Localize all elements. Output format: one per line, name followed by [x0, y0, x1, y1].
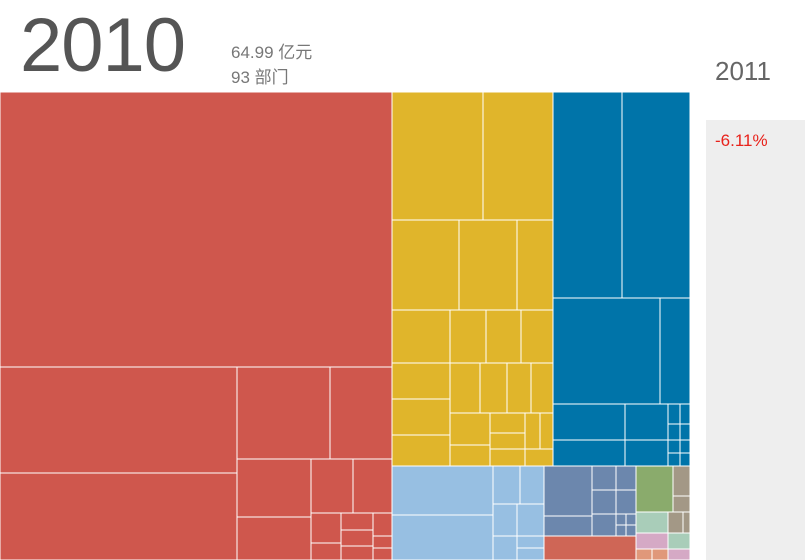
treemap-tile-red-7[interactable]: [352, 458, 393, 514]
treemap-tile-slate-70[interactable]: [591, 489, 617, 515]
treemap-tile-red-0[interactable]: [0, 92, 393, 368]
treemap-tile-blue-50[interactable]: [624, 439, 669, 467]
treemap: [0, 92, 690, 560]
treemap-tile-lightblue-59[interactable]: [519, 465, 545, 505]
treemap-tile-yellow-39[interactable]: [489, 448, 526, 467]
treemap-tile-lightblue-61[interactable]: [492, 503, 518, 537]
treemap-tile-lightblue-62[interactable]: [516, 503, 545, 537]
treemap-tile-yellow-24[interactable]: [485, 309, 522, 364]
treemap-tile-lightblue-65[interactable]: [516, 547, 545, 560]
treemap-tile-blue-43[interactable]: [552, 297, 661, 405]
treemap-tile-slate-72[interactable]: [591, 513, 617, 537]
treemap-tile-blue-41[interactable]: [552, 92, 623, 299]
treemap-tile-yellow-38[interactable]: [489, 432, 526, 450]
treemap-tile-red-13[interactable]: [340, 529, 374, 547]
treemap-tile-blue-54[interactable]: [679, 439, 690, 454]
treemap-tile-lightblue-57[interactable]: [391, 465, 494, 516]
next-year-panel[interactable]: [706, 120, 805, 560]
treemap-tile-red-16[interactable]: [372, 547, 393, 560]
treemap-tile-green-78[interactable]: [635, 465, 674, 513]
treemap-tile-blue-46[interactable]: [624, 403, 669, 441]
treemap-tile-yellow-34[interactable]: [489, 412, 526, 434]
treemap-tile-yellow-20[interactable]: [458, 219, 518, 311]
treemap-tile-red-10[interactable]: [340, 512, 374, 531]
treemap-tile-taupe-84[interactable]: [667, 511, 684, 534]
treemap-tile-red-2[interactable]: [236, 366, 331, 460]
treemap-tile-lightblue-58[interactable]: [492, 465, 521, 505]
treemap-tile-yellow-36[interactable]: [539, 412, 554, 450]
treemap-tile-yellow-37[interactable]: [449, 444, 491, 467]
treemap-tile-blue-47[interactable]: [667, 403, 681, 425]
treemap-tile-blue-49[interactable]: [552, 439, 626, 467]
treemap-tile-mint-86[interactable]: [667, 532, 690, 550]
treemap-tile-yellow-18[interactable]: [482, 92, 554, 221]
treemap-tile-yellow-22[interactable]: [391, 309, 451, 364]
treemap-tile-blue-48[interactable]: [679, 403, 690, 425]
treemap-tile-blue-44[interactable]: [659, 297, 690, 405]
next-year-button[interactable]: 2011: [715, 56, 771, 86]
treemap-tile-salmon-77[interactable]: [543, 535, 637, 560]
treemap-tile-red-1[interactable]: [0, 366, 238, 474]
treemap-tile-yellow-33[interactable]: [449, 412, 491, 446]
treemap-tile-yellow-30[interactable]: [530, 362, 554, 414]
treemap-tile-yellow-25[interactable]: [520, 309, 554, 364]
treemap-tile-yellow-28[interactable]: [479, 362, 508, 414]
treemap-tile-taupe-83[interactable]: [672, 465, 690, 497]
treemap-tile-taupe-85[interactable]: [682, 511, 690, 534]
treemap-tile-slate-67[interactable]: [591, 465, 617, 491]
treemap-tile-red-5[interactable]: [236, 458, 312, 518]
treemap-tile-red-9[interactable]: [310, 512, 342, 544]
treemap-tile-slate-68[interactable]: [615, 465, 637, 491]
treemap-tile-yellow-17[interactable]: [391, 92, 484, 221]
change-percent: -6.11%: [715, 131, 768, 150]
treemap-tile-slate-75[interactable]: [615, 524, 627, 537]
treemap-tile-yellow-23[interactable]: [449, 309, 487, 364]
treemap-tile-red-4[interactable]: [0, 472, 238, 560]
treemap-tile-red-11[interactable]: [372, 512, 393, 537]
current-year: 2010: [20, 3, 186, 88]
treemap-tile-pink-87[interactable]: [667, 548, 690, 560]
treemap-tile-peach-81[interactable]: [635, 548, 653, 560]
treemap-tile-red-8[interactable]: [236, 516, 312, 560]
summary: 64.99 亿元 93 部门: [231, 40, 312, 90]
treemap-tile-yellow-40[interactable]: [524, 448, 554, 467]
total-amount: 64.99 亿元: [231, 43, 313, 62]
treemap-tile-yellow-32[interactable]: [391, 434, 451, 467]
treemap-tile-slate-74[interactable]: [625, 513, 637, 526]
treemap-tile-blue-53[interactable]: [667, 439, 681, 454]
treemap-tile-red-6[interactable]: [310, 458, 354, 514]
treemap-tile-yellow-31[interactable]: [391, 398, 451, 436]
treemap-tile-slate-73[interactable]: [615, 513, 627, 526]
department-count: 93 部门: [231, 68, 289, 87]
treemap-tile-lightblue-60[interactable]: [391, 514, 494, 560]
treemap-tile-blue-55[interactable]: [667, 452, 681, 467]
treemap-tile-slate-76[interactable]: [625, 524, 637, 537]
treemap-tile-blue-45[interactable]: [552, 403, 626, 441]
treemap-tile-yellow-21[interactable]: [516, 219, 554, 311]
treemap-tile-red-3[interactable]: [329, 366, 393, 460]
treemap-tile-red-14[interactable]: [340, 545, 374, 560]
treemap-tile-lightblue-63[interactable]: [492, 535, 518, 560]
treemap-tile-blue-56[interactable]: [679, 452, 690, 467]
treemap-tile-blue-51[interactable]: [667, 423, 681, 441]
treemap-tile-slate-66[interactable]: [543, 465, 593, 517]
treemap-tile-yellow-27[interactable]: [449, 362, 481, 414]
treemap-tile-blue-42[interactable]: [621, 92, 690, 299]
treemap-tile-slate-69[interactable]: [543, 515, 593, 537]
treemap-tile-peach-82[interactable]: [651, 548, 669, 560]
treemap-tile-slate-71[interactable]: [615, 489, 637, 515]
treemap-tile-red-15[interactable]: [372, 535, 393, 549]
treemap-tile-red-12[interactable]: [310, 542, 342, 560]
treemap-tile-mint-79[interactable]: [635, 511, 669, 534]
treemap-tile-blue-52[interactable]: [679, 423, 690, 441]
treemap-tile-taupe-88[interactable]: [672, 495, 690, 513]
treemap-tile-lightblue-64[interactable]: [516, 535, 545, 549]
treemap-tile-yellow-35[interactable]: [524, 412, 541, 450]
treemap-tile-yellow-19[interactable]: [391, 219, 460, 311]
treemap-tile-yellow-26[interactable]: [391, 362, 451, 400]
treemap-tile-yellow-29[interactable]: [506, 362, 532, 414]
treemap-tile-pink-80[interactable]: [635, 532, 669, 550]
